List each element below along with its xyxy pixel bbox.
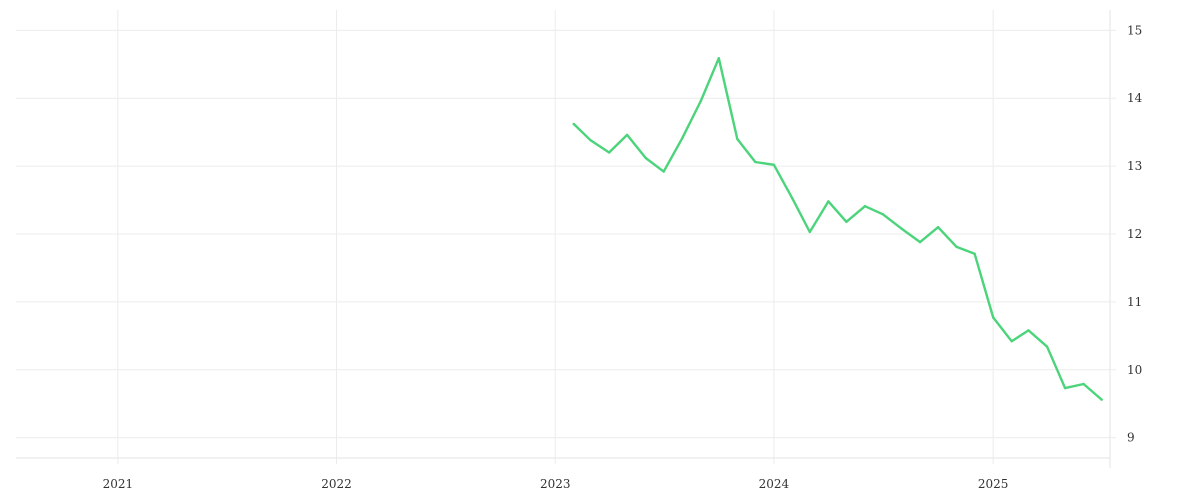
data-point (681, 137, 684, 140)
data-point (772, 163, 776, 166)
data-point (791, 197, 794, 200)
data-point (991, 316, 995, 319)
data-point (754, 160, 757, 164)
y-tick-label: 12 (1127, 227, 1142, 241)
x-tick-label: 2025 (978, 477, 1009, 491)
data-point (827, 200, 830, 203)
x-tick-label: 2021 (103, 477, 134, 491)
x-tick-label: 2024 (759, 477, 790, 491)
data-point (625, 133, 629, 137)
data-point (607, 151, 611, 154)
grid (16, 10, 1110, 458)
data-point (662, 170, 665, 173)
y-tick-label: 15 (1127, 23, 1142, 37)
axes (16, 10, 1111, 468)
y-tick-label: 13 (1127, 159, 1142, 173)
data-point (717, 56, 720, 60)
data-point (900, 227, 903, 230)
data-point (918, 240, 922, 244)
data-point (736, 137, 739, 141)
data-point (845, 220, 848, 223)
data-point (644, 156, 647, 160)
data-point (936, 226, 940, 229)
data-point (1027, 329, 1030, 332)
x-tick-label: 2022 (321, 477, 352, 491)
data-point (1045, 345, 1049, 348)
y-tick-label: 11 (1127, 295, 1142, 309)
data-point (589, 139, 592, 142)
data-point (1100, 398, 1103, 401)
data-point (1063, 386, 1067, 390)
y-tick-label: 14 (1127, 91, 1143, 105)
y-axis-ticks: 9 10 11 12 13 14 15 (1110, 23, 1143, 445)
data-point (572, 122, 575, 126)
data-point (863, 204, 867, 208)
y-tick-label: 10 (1127, 363, 1142, 377)
series-line-0 (572, 57, 1103, 401)
data-point (881, 213, 885, 216)
data-point (699, 99, 702, 103)
data-point (808, 230, 812, 234)
y-tick-label: 9 (1127, 431, 1135, 445)
x-axis-ticks: 2021 2022 2023 2024 2025 (103, 458, 1009, 491)
data-point (1010, 340, 1013, 343)
data-point (955, 245, 958, 249)
data-point (1082, 382, 1085, 386)
series-group (572, 56, 1103, 401)
x-tick-label: 2023 (540, 477, 571, 491)
data-point (973, 252, 976, 255)
